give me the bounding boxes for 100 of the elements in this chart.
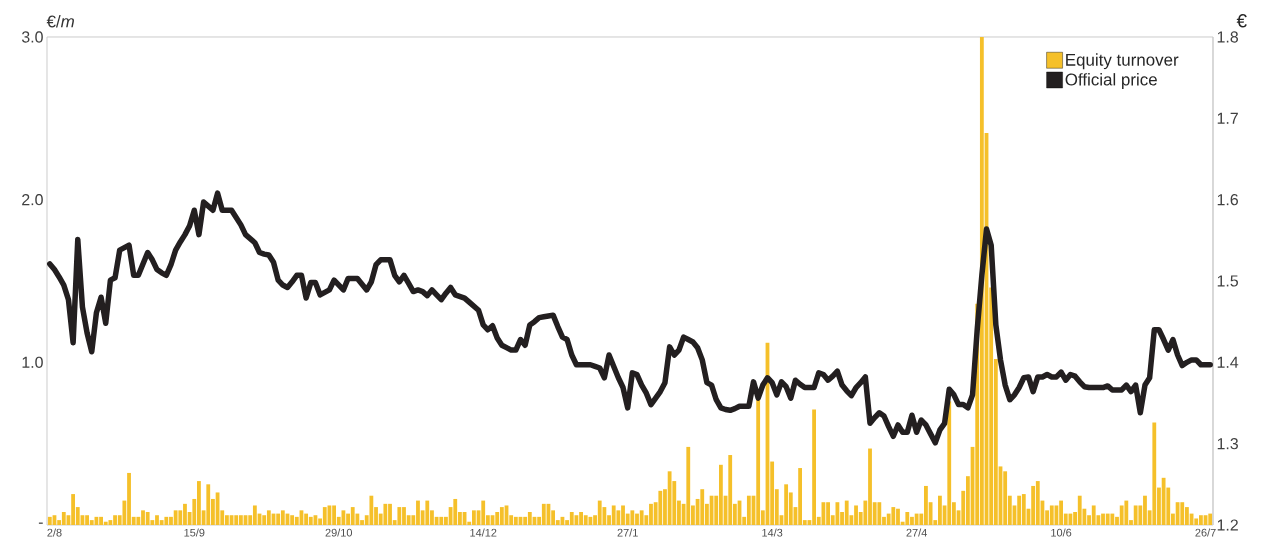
bar bbox=[471, 510, 476, 525]
x-tick-label: 29/10 bbox=[325, 528, 353, 537]
x-tick-label: 26/7 bbox=[1195, 528, 1216, 537]
bar bbox=[1194, 518, 1199, 525]
y2-tick-label: 1.7 bbox=[1217, 112, 1238, 124]
bar bbox=[1017, 495, 1022, 525]
bar bbox=[71, 494, 76, 525]
bar bbox=[835, 502, 840, 525]
x-tick-label: 27/1 bbox=[617, 528, 638, 537]
y2-tick-label: 1.6 bbox=[1217, 194, 1238, 206]
bar bbox=[784, 484, 789, 525]
bar bbox=[252, 505, 257, 525]
bar bbox=[569, 511, 574, 525]
bar bbox=[1049, 505, 1054, 525]
bar bbox=[611, 505, 616, 525]
y2-tick-label: 1.2 bbox=[1217, 519, 1238, 531]
bar bbox=[746, 495, 751, 525]
x-tick-label: 2/8 bbox=[47, 528, 62, 537]
y2-tick-label: 1.5 bbox=[1217, 275, 1239, 287]
bar bbox=[597, 500, 602, 525]
bar bbox=[527, 511, 532, 525]
y2-tick-label: 1.3 bbox=[1217, 438, 1238, 450]
bar bbox=[61, 511, 66, 525]
bar bbox=[206, 484, 211, 525]
legend-label: Official price bbox=[1065, 73, 1157, 89]
bar bbox=[588, 516, 593, 525]
bar bbox=[280, 510, 285, 525]
bar bbox=[667, 471, 672, 525]
bar bbox=[718, 464, 723, 525]
bar bbox=[238, 515, 243, 525]
bar bbox=[94, 516, 99, 525]
bar bbox=[914, 513, 919, 525]
bar bbox=[383, 503, 388, 525]
bar bbox=[905, 511, 910, 525]
bar bbox=[1077, 495, 1082, 525]
bar bbox=[523, 516, 528, 525]
bar bbox=[1091, 505, 1096, 525]
bar bbox=[1119, 505, 1124, 525]
bar bbox=[47, 516, 52, 525]
bar bbox=[798, 468, 803, 525]
bar bbox=[1180, 502, 1185, 525]
bar bbox=[891, 507, 896, 525]
bar bbox=[173, 510, 178, 525]
bar bbox=[1208, 513, 1213, 525]
bar bbox=[481, 500, 486, 525]
bar bbox=[877, 502, 882, 525]
y-tick-label: 1.0 bbox=[22, 356, 43, 368]
bar bbox=[234, 515, 239, 525]
y-tick-label: - bbox=[38, 522, 43, 524]
bar bbox=[322, 507, 327, 525]
bar bbox=[290, 515, 295, 525]
legend-label: Equity turnover bbox=[1066, 53, 1179, 70]
bar bbox=[1198, 515, 1203, 525]
bar bbox=[1175, 502, 1180, 525]
bar bbox=[583, 515, 588, 525]
bar bbox=[1021, 494, 1026, 525]
bar bbox=[1152, 422, 1157, 525]
bar bbox=[728, 455, 733, 525]
bar bbox=[439, 516, 444, 525]
bar bbox=[1068, 513, 1073, 525]
bar bbox=[1105, 513, 1110, 525]
bar bbox=[350, 507, 355, 525]
y2-axis-title: € bbox=[1236, 14, 1247, 28]
bar bbox=[266, 510, 271, 525]
bar bbox=[686, 446, 691, 525]
bar bbox=[1031, 485, 1036, 525]
bar bbox=[304, 513, 309, 525]
bar bbox=[499, 507, 504, 525]
bar bbox=[341, 510, 346, 525]
bar bbox=[1110, 513, 1115, 525]
x-tick-label: 27/4 bbox=[906, 528, 927, 537]
x-tick-label: 15/9 bbox=[184, 528, 205, 537]
y-axis-title: €/m bbox=[46, 15, 74, 28]
x-tick-label: 10/6 bbox=[1051, 528, 1072, 537]
bar bbox=[658, 490, 663, 525]
y2-tick-label: 1.8 bbox=[1217, 31, 1238, 43]
bar bbox=[630, 510, 635, 525]
bar bbox=[700, 489, 705, 525]
bar bbox=[369, 495, 374, 525]
bar bbox=[844, 500, 849, 525]
bar bbox=[425, 500, 430, 525]
bar bbox=[1035, 481, 1040, 525]
y-tick-label: 3.0 bbox=[21, 31, 43, 43]
bar bbox=[541, 503, 546, 525]
y2-tick-label: 1.4 bbox=[1217, 356, 1239, 368]
bar bbox=[453, 498, 458, 525]
x-tick-label: 14/12 bbox=[470, 528, 497, 537]
bar bbox=[947, 401, 952, 525]
bar bbox=[513, 516, 518, 525]
bar bbox=[1161, 477, 1166, 525]
bar bbox=[1124, 500, 1129, 525]
bar bbox=[103, 521, 108, 525]
bar bbox=[639, 510, 644, 525]
bar bbox=[164, 516, 169, 525]
bar bbox=[308, 516, 313, 525]
x-tick-label: 14/3 bbox=[762, 528, 783, 537]
bar bbox=[495, 511, 500, 525]
bar bbox=[1133, 505, 1138, 525]
bar bbox=[145, 511, 150, 525]
y-tick-label: 2.0 bbox=[22, 194, 43, 206]
